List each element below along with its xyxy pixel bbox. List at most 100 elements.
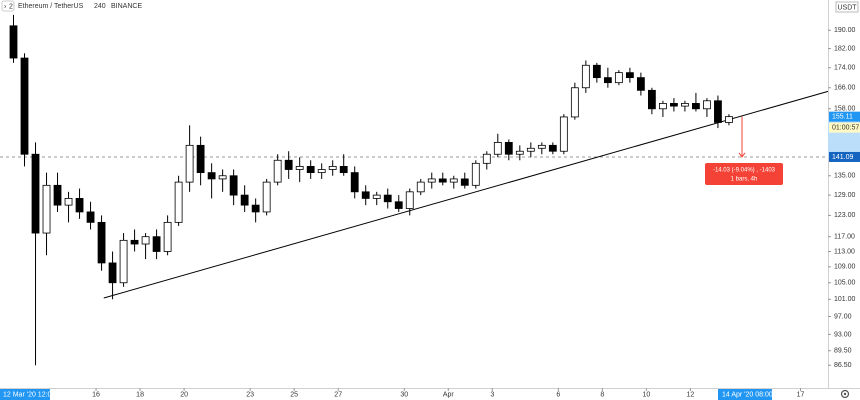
legend-text: BINANCE <box>111 3 142 10</box>
candle-body <box>581 64 590 89</box>
candle-body <box>548 144 557 152</box>
measure-box <box>705 162 783 185</box>
indicator-toggle[interactable] <box>1 0 15 12</box>
candle-body <box>372 194 381 199</box>
candle-body <box>262 181 271 213</box>
candle-body <box>185 144 194 183</box>
candle-body <box>317 169 326 174</box>
x-tick-label: 8 <box>600 391 604 398</box>
candle-body <box>559 116 568 152</box>
candle-body <box>526 147 535 152</box>
y-tick-label: 93.00 <box>834 331 852 338</box>
countdown-label: 01:00:57 <box>832 124 859 131</box>
candle-body <box>725 116 733 123</box>
measure-label: -14.03 (-9.04%) , -1403 <box>713 168 776 174</box>
candle-body <box>218 175 227 180</box>
candle-body <box>207 172 216 180</box>
measure-arrowhead <box>738 152 746 158</box>
candle-body <box>130 239 139 245</box>
y-tick-label: 129.00 <box>834 192 856 199</box>
candle-body <box>20 57 29 155</box>
candle-body <box>603 77 612 84</box>
candle-body <box>482 153 491 164</box>
y-tick-label: 135.00 <box>834 173 856 180</box>
candle-body <box>163 221 172 252</box>
candle-body <box>592 64 601 79</box>
y-tick-label: 182.00 <box>834 45 856 52</box>
candle-body <box>361 191 370 199</box>
x-tick-label: 16 <box>92 391 100 398</box>
candle-body <box>625 72 634 79</box>
y-tick-label: 97.00 <box>834 313 852 320</box>
x-tick-label: 23 <box>246 391 254 398</box>
y-tick-label: 105.00 <box>834 280 856 287</box>
x-tick-label: 25 <box>290 391 298 398</box>
candle-body <box>141 236 150 245</box>
candle-body <box>229 175 238 196</box>
last-price-label: 155.11 <box>832 113 853 120</box>
candle-body <box>196 144 205 174</box>
indicator-chevron: › <box>4 3 7 10</box>
currency: USDT <box>837 4 857 11</box>
candle-body <box>174 181 183 223</box>
y-tick-label: 89.50 <box>834 348 852 355</box>
price-line-label: 141.09 <box>832 154 854 161</box>
candle-body <box>9 25 18 59</box>
y-tick-label: 113.00 <box>834 248 855 255</box>
gear <box>840 389 850 399</box>
candle-body <box>471 162 480 186</box>
start-date-box <box>0 389 50 400</box>
y-tick-label: 174.00 <box>834 65 856 72</box>
candle-body <box>647 89 656 110</box>
x-tick-label: 20 <box>180 391 188 398</box>
y-tick-label: 101.00 <box>834 296 856 303</box>
candle-body <box>152 236 161 252</box>
currency-box[interactable] <box>835 1 859 13</box>
candle-body <box>119 239 128 284</box>
candle-body <box>670 103 678 107</box>
candle-body <box>438 178 447 183</box>
candle-body <box>681 103 689 107</box>
y-tick-label: 86.50 <box>834 362 852 369</box>
candle-body <box>53 184 62 206</box>
candle-body <box>306 165 315 174</box>
measure-sublabel: 1 bars, 4h <box>731 177 758 183</box>
y-tick-label: 109.00 <box>834 264 856 271</box>
candle-body <box>64 198 73 206</box>
trendline <box>103 90 829 299</box>
cursor-date-label: 14 Apr '20 08:00 <box>722 391 773 398</box>
candle-body <box>273 159 282 183</box>
x-tick-label: 3 <box>490 391 494 398</box>
candle-body <box>692 103 700 110</box>
candle-body <box>328 165 337 170</box>
settings-icon[interactable] <box>840 389 850 399</box>
y-tick-label: 123.00 <box>834 212 856 219</box>
y-tick-label: 166.00 <box>834 85 856 92</box>
candle-body <box>515 150 524 155</box>
countdown-box <box>829 122 860 133</box>
candle-body <box>383 194 392 203</box>
candle-body <box>295 165 304 170</box>
x-tick-label: 30 <box>400 391 408 398</box>
start-date-label: 12 Mar '20 12:00 <box>3 391 55 398</box>
candle-body <box>42 184 51 234</box>
gear-center <box>843 392 847 396</box>
x-tick-label: 18 <box>136 391 144 398</box>
candle-body <box>339 165 348 174</box>
candle-body <box>460 178 469 186</box>
candle-body <box>427 178 436 183</box>
candle-body <box>493 142 502 155</box>
candle-body <box>537 144 546 149</box>
y-tick-label: 158.00 <box>834 106 856 113</box>
price-line-box <box>829 151 860 162</box>
candle-body <box>416 181 425 193</box>
candle-body <box>504 142 513 155</box>
cursor-date-box <box>718 389 772 400</box>
candle-body <box>31 153 40 234</box>
candle-body <box>108 262 117 284</box>
x-tick-label: 17 <box>797 391 805 398</box>
candle-body <box>703 100 711 110</box>
candle-body <box>658 103 667 110</box>
candle-body <box>449 178 458 183</box>
x-tick-label: 6 <box>556 391 560 398</box>
